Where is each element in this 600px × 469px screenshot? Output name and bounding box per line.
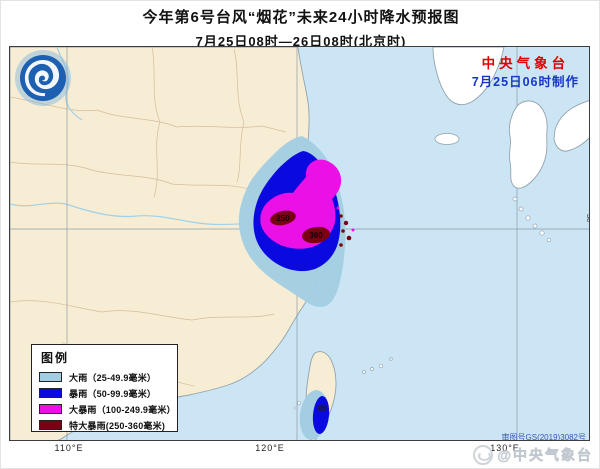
- legend-row: 暴雨（50-99.9毫米）: [39, 385, 170, 401]
- lon-label-120e: 120°E: [255, 443, 285, 453]
- agency-name: 中央气象台: [481, 56, 570, 71]
- title-line1: 今年第6号台风“烟花”未来24小时降水预报图: [142, 9, 460, 26]
- lon-label-110e: 110°E: [54, 443, 84, 453]
- korea-peninsula: [432, 47, 505, 106]
- legend-label: 特大暴雨(250-360毫米): [69, 420, 166, 431]
- watermark: @中央气象台: [473, 445, 593, 465]
- weibo-avatar-icon: [473, 445, 494, 465]
- legend-swatch-extreme-rainstorm: [39, 420, 62, 430]
- map-canvas: 30: [10, 47, 589, 440]
- map-license: 审图号GS(2019)3082号: [502, 432, 586, 440]
- province-borders: [10, 47, 287, 387]
- kyushu-island: [508, 100, 548, 189]
- legend-row: 特大暴雨(250-360毫米): [39, 417, 170, 433]
- title-line2: 7月25日08时—26日08时(北京时): [195, 34, 407, 49]
- legend-label: 大暴雨（100-249.9毫米）: [69, 404, 176, 415]
- legend-label: 大雨（25-49.9毫米）: [69, 372, 157, 383]
- rain-area-extreme: [270, 206, 355, 247]
- rain-value-label: 360: [309, 231, 323, 240]
- page-title: 今年第6号台风“烟花”未来24小时降水预报图 7月25日08时—26日08时(北…: [1, 6, 599, 50]
- legend-title: 图例: [41, 351, 70, 365]
- legend-swatch-severe-rainstorm: [39, 404, 62, 414]
- jeju-island: [434, 133, 460, 145]
- lon-label-130e: 130°E: [490, 443, 520, 453]
- lat-label-30: 30: [585, 214, 589, 222]
- legend-label: 暴雨（50-99.9毫米）: [69, 388, 157, 399]
- rain-area-severe: [260, 159, 342, 249]
- agency-issue-time: 7月25日06时制作: [471, 74, 579, 89]
- taiwan-rain-area: [299, 390, 330, 440]
- rain-value-label: 250: [276, 214, 290, 223]
- legend-row: 大暴雨（100-249.9毫米）: [39, 401, 176, 417]
- cma-logo-icon: [13, 48, 75, 110]
- ryukyu-islands: [362, 196, 552, 374]
- legend: 图例 大雨（25-49.9毫米） 暴雨（50-99.9毫米） 大暴雨（100-2…: [31, 344, 178, 432]
- legend-row: 大雨（25-49.9毫米）: [39, 369, 170, 385]
- penghu-islands: [294, 401, 301, 410]
- watermark-text: @中央气象台: [497, 447, 593, 464]
- agency-credit: 中央气象台 7月25日06时制作: [472, 56, 579, 91]
- honshu-tip: [553, 100, 589, 152]
- legend-swatch-heavy-rain: [39, 372, 62, 382]
- forecast-map: 30: [9, 46, 590, 441]
- legend-swatch-rainstorm: [39, 388, 62, 398]
